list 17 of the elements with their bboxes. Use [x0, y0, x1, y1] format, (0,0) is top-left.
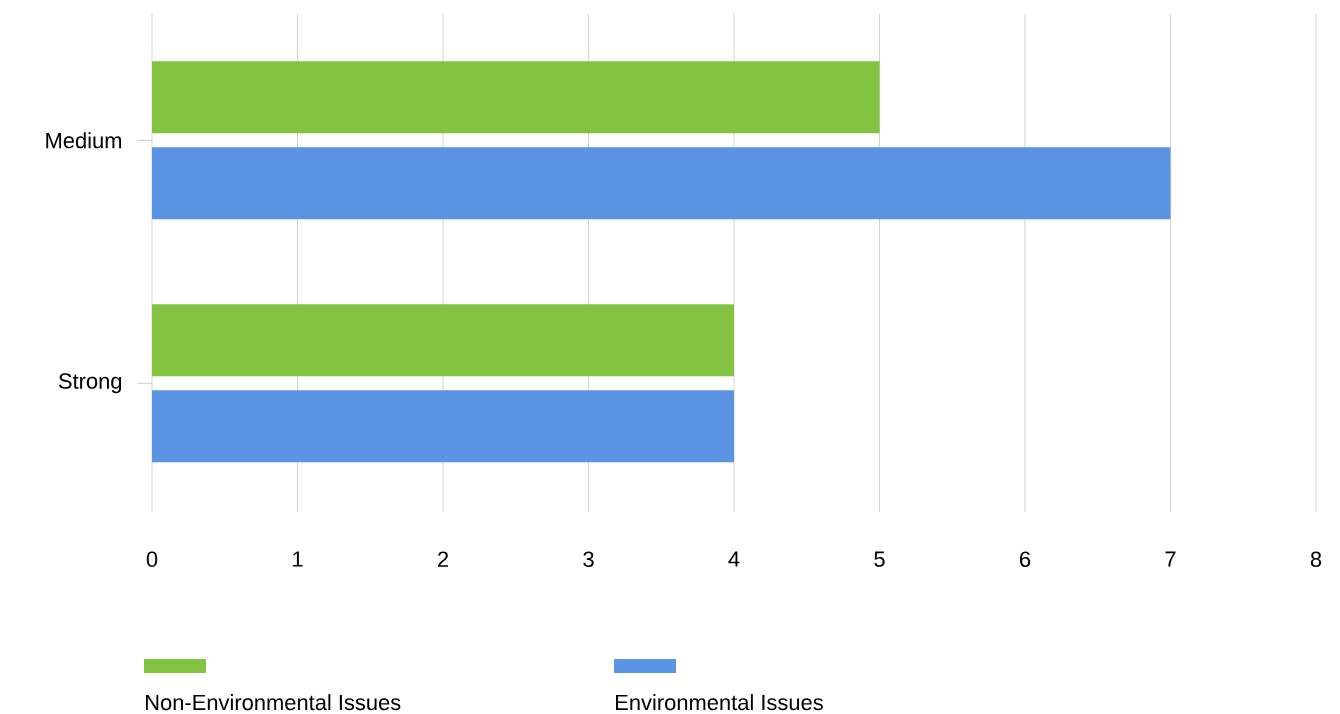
x-tick-label: 0 — [146, 551, 158, 568]
x-tick-label: 3 — [583, 551, 594, 568]
legend-label: Non-Environmental Issues — [146, 694, 401, 711]
bar — [152, 304, 734, 377]
legend-label: Environmental Issues — [616, 694, 823, 711]
x-tick-label: 4 — [728, 551, 740, 567]
bar — [152, 147, 1171, 220]
bar — [152, 61, 880, 134]
y-tick-label: Medium — [46, 132, 122, 149]
x-tick-label: 8 — [1310, 551, 1322, 568]
bar — [152, 390, 734, 463]
x-tick-label: 1 — [293, 551, 303, 567]
x-tick-label: 7 — [1165, 551, 1176, 567]
x-tick-label: 6 — [1020, 551, 1031, 568]
y-tick-label: Strong — [58, 373, 122, 394]
x-tick-label: 2 — [438, 551, 449, 567]
x-tick-label: 5 — [874, 551, 885, 567]
